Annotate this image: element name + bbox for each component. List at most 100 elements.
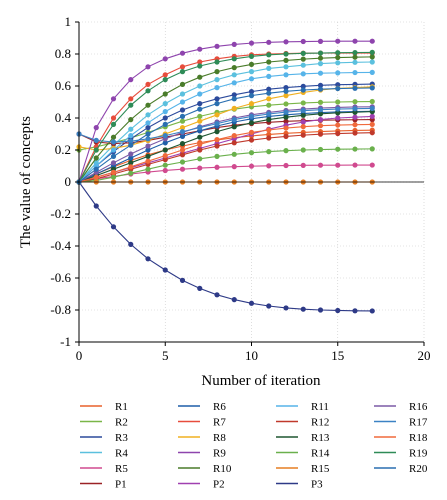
series-point-r10 [335, 54, 341, 61]
series-line-p1 [78, 119, 373, 145]
legend-label: R14 [311, 448, 330, 460]
series-point-r4 [266, 65, 272, 71]
series-point-r17 [352, 106, 358, 112]
series-point-r10 [93, 155, 99, 161]
legend-item-r14: R14 [276, 448, 330, 460]
series-point-r19 [179, 69, 186, 75]
series-point-r11 [162, 109, 168, 115]
y-tick-label: -1 [60, 334, 71, 349]
series-point-r3 [214, 96, 220, 102]
legend-label: R12 [311, 417, 329, 429]
series-point-r9 [231, 41, 237, 48]
series-point-r2 [300, 100, 306, 106]
series-point-r9 [197, 46, 203, 52]
legend-label: R20 [409, 463, 428, 475]
series-point-r2 [197, 113, 203, 119]
legend-label: R17 [409, 417, 428, 429]
series-point-r14 [110, 174, 117, 180]
series-point-r20 [179, 113, 186, 119]
series-point-r17 [369, 105, 375, 111]
series-point-r13 [283, 114, 289, 120]
series-point-r12 [214, 143, 220, 149]
series-point-r11 [248, 76, 255, 82]
series-point-p3 [335, 307, 341, 314]
series-point-r18 [317, 123, 324, 129]
series-point-r13 [145, 153, 151, 159]
y-tick-label: -0.8 [50, 302, 71, 317]
series-point-r14 [162, 162, 168, 168]
series-line-p2 [78, 115, 373, 183]
series-line-p3 [78, 181, 373, 312]
series-point-p3 [162, 267, 168, 273]
series-point-r12 [179, 152, 186, 158]
series-point-r14 [266, 149, 272, 155]
series-point-p3 [197, 285, 203, 291]
series-point-r11 [266, 73, 272, 79]
y-tick-label: 0 [65, 174, 72, 189]
series-point-r12 [231, 140, 237, 146]
series-layer [76, 38, 375, 314]
series-point-r9 [283, 39, 289, 45]
series-r5 [76, 162, 375, 185]
series-point-r12 [335, 130, 341, 137]
legend-item-r8: R8 [178, 432, 226, 444]
legend-label: R5 [115, 463, 128, 475]
series-line-r11 [78, 71, 373, 183]
series-point-r4 [214, 77, 220, 83]
series-point-r20 [214, 101, 220, 107]
series-point-r2 [335, 99, 341, 105]
series-point-r18 [128, 164, 134, 170]
legend-label: R10 [213, 463, 232, 475]
series-point-r17 [128, 138, 134, 144]
series-point-p3 [283, 305, 289, 311]
series-point-p2 [335, 115, 341, 121]
series-r9 [76, 38, 375, 185]
series-point-r12 [317, 131, 324, 137]
series-point-p2 [317, 117, 324, 123]
series-line-r8 [78, 86, 373, 151]
legend-label: P1 [115, 479, 127, 491]
series-point-p3 [128, 241, 134, 247]
series-point-r10 [317, 55, 324, 61]
series-point-r18 [145, 158, 151, 164]
series-point-p2 [369, 113, 375, 119]
series-point-r19 [317, 50, 324, 56]
series-r3 [76, 81, 375, 185]
series-point-r6 [145, 147, 151, 153]
y-tick-label: 0.8 [55, 46, 71, 61]
series-point-r3 [248, 89, 255, 95]
series-point-r4 [197, 83, 203, 89]
series-point-r20 [300, 87, 306, 93]
series-point-r5 [317, 162, 324, 168]
series-p3 [76, 179, 375, 314]
series-point-r5 [369, 162, 375, 168]
series-point-r3 [283, 85, 289, 91]
series-point-r11 [283, 72, 289, 78]
legend-item-r16: R16 [374, 401, 428, 413]
legend-label: R8 [213, 432, 226, 444]
legend-item-r3: R3 [80, 432, 128, 444]
series-point-r20 [197, 106, 203, 112]
series-point-r12 [300, 132, 306, 138]
series-point-p3 [231, 297, 237, 303]
series-point-r20 [145, 131, 151, 137]
series-line-r5 [78, 164, 373, 183]
legend-item-r1: R1 [80, 401, 128, 413]
series-point-r14 [335, 146, 341, 152]
series-point-r6 [128, 155, 134, 161]
series-line-r4 [78, 61, 373, 183]
series-point-r4 [231, 72, 237, 78]
series-point-r9 [266, 39, 272, 45]
legend-label: R4 [115, 448, 128, 460]
series-point-r20 [231, 96, 237, 102]
series-point-r6 [162, 140, 168, 146]
series-line-r2 [78, 100, 373, 151]
series-point-r14 [352, 146, 358, 152]
legend-item-r17: R17 [374, 417, 428, 429]
series-point-r18 [369, 121, 375, 127]
series-point-r17 [110, 139, 117, 145]
series-point-r9 [352, 38, 358, 44]
legend-item-r11: R11 [276, 401, 329, 413]
series-point-r13 [179, 141, 186, 147]
